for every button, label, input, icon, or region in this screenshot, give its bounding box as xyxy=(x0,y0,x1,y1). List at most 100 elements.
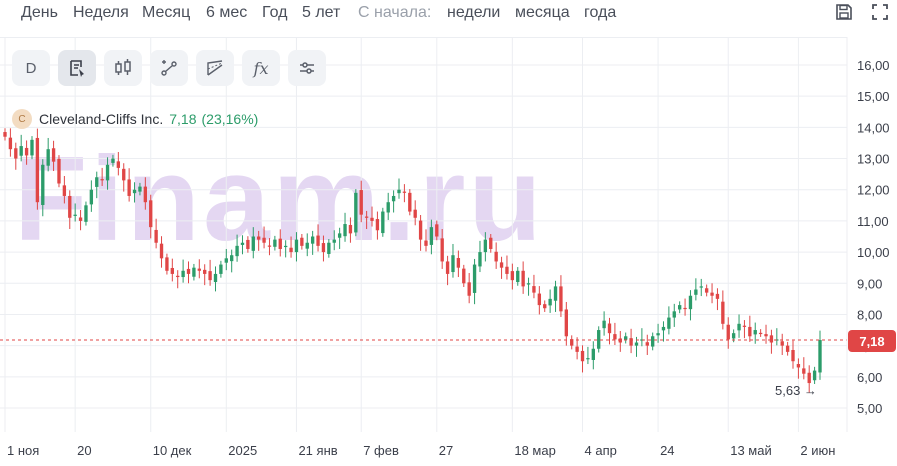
candle-up xyxy=(105,164,110,181)
x-tick-label: 21 янв xyxy=(298,443,337,458)
candle-up xyxy=(138,186,142,192)
period-month[interactable]: Месяц xyxy=(142,4,191,21)
candle-down xyxy=(537,293,542,306)
candle-down xyxy=(208,271,212,281)
candle-down xyxy=(62,185,67,196)
grid-lines xyxy=(0,37,847,432)
candle-down xyxy=(532,286,536,293)
candle-down xyxy=(613,334,617,340)
period-selector: День Неделя Месяц 6 мес Год 5 лет С нача… xyxy=(0,0,897,26)
x-tick-label: 1 ноя xyxy=(7,443,39,458)
y-tick-label: 14,00 xyxy=(857,120,890,135)
candle-down xyxy=(262,237,266,243)
interval-label: D xyxy=(25,59,37,77)
candle-down xyxy=(402,191,407,193)
candle-down xyxy=(607,323,612,334)
candle-down xyxy=(456,258,461,268)
candle-down xyxy=(14,148,18,159)
y-axis: 16,00 15,00 14,00 13,00 12,00 11,00 10,00 9,00 8… xyxy=(857,58,890,416)
period-day[interactable]: День xyxy=(21,4,58,21)
fib-tool-button[interactable] xyxy=(196,50,234,86)
interval-button[interactable]: D xyxy=(12,50,50,86)
candle-down xyxy=(435,224,439,237)
candle-up xyxy=(516,270,520,283)
candle-up xyxy=(553,286,558,301)
candle-up xyxy=(397,189,401,194)
candle-up xyxy=(818,340,822,373)
candle-down xyxy=(785,345,790,352)
candle-down xyxy=(3,132,7,137)
candle-up xyxy=(332,239,336,243)
settings-button[interactable] xyxy=(288,50,326,86)
candle-down xyxy=(127,179,131,196)
y-tick-label: 10,00 xyxy=(857,245,890,260)
candle-down xyxy=(408,192,412,212)
candle-down xyxy=(154,229,158,243)
candle-up xyxy=(656,333,660,336)
candle-down xyxy=(267,245,272,247)
candle-down xyxy=(505,266,509,274)
candles-icon xyxy=(115,59,131,75)
candle-up xyxy=(483,239,488,253)
period-since-month[interactable]: месяца xyxy=(515,4,570,21)
candles xyxy=(3,128,822,393)
candle-up xyxy=(451,255,455,273)
candle-up xyxy=(283,245,288,248)
chart-type-button[interactable] xyxy=(104,50,142,86)
candle-down xyxy=(791,350,795,362)
candle-up xyxy=(672,311,676,318)
x-tick-label: 18 мар xyxy=(514,443,555,458)
candle-up xyxy=(753,330,757,335)
fullscreen-icon[interactable] xyxy=(869,2,891,22)
candle-down xyxy=(278,238,282,249)
candle-down xyxy=(499,262,504,268)
instrument-legend: C Cleveland-Cliffs Inc. 7,18 (23,16%) xyxy=(12,109,258,129)
candle-down xyxy=(715,293,720,299)
instrument-name[interactable]: Cleveland-Cliffs Inc. xyxy=(39,111,164,127)
candle-down xyxy=(68,195,72,218)
candle-up xyxy=(677,305,682,310)
y-tick-label: 9,00 xyxy=(857,276,882,291)
candle-down xyxy=(35,137,40,203)
line-tool-button[interactable] xyxy=(150,50,188,86)
candle-down xyxy=(116,161,121,168)
candle-up xyxy=(84,205,88,222)
candle-up xyxy=(634,342,639,346)
candle-down xyxy=(726,324,730,340)
candle-down xyxy=(570,339,574,346)
candle-down xyxy=(467,282,471,296)
candle-down xyxy=(24,147,29,156)
y-tick-label: 8,00 xyxy=(857,307,882,322)
period-six-months[interactable]: 6 мес xyxy=(206,4,248,21)
period-week[interactable]: Неделя xyxy=(73,4,129,21)
candle-down xyxy=(203,269,207,274)
candle-up xyxy=(95,177,99,187)
candle-up xyxy=(219,264,223,274)
period-since-week[interactable]: недели xyxy=(447,4,501,21)
candle-down xyxy=(802,368,806,374)
period-five-years[interactable]: 5 лет xyxy=(302,4,341,21)
candle-up xyxy=(624,336,628,340)
last-price-tag: 7,18 xyxy=(848,330,896,352)
candle-down xyxy=(359,190,363,215)
candle-down xyxy=(780,341,784,346)
candle-down xyxy=(364,216,369,218)
candle-down xyxy=(769,335,774,343)
candle-up xyxy=(354,192,358,233)
save-icon[interactable] xyxy=(833,2,855,22)
x-tick-label: 27 xyxy=(439,443,453,458)
period-year[interactable]: Год xyxy=(262,4,288,21)
candle-up xyxy=(667,317,671,329)
notes-tool-button[interactable] xyxy=(58,50,96,86)
notes-icon xyxy=(70,60,84,77)
chart-area[interactable] xyxy=(0,37,847,432)
y-tick-label: 15,00 xyxy=(857,89,890,104)
indicators-button[interactable]: fx xyxy=(242,50,280,86)
period-since-year[interactable]: года xyxy=(584,4,617,21)
candle-up xyxy=(132,189,137,194)
candle-up xyxy=(89,189,94,205)
x-tick-label: 20 xyxy=(77,443,91,458)
candle-up xyxy=(343,224,347,237)
fx-label: fx xyxy=(253,58,269,78)
